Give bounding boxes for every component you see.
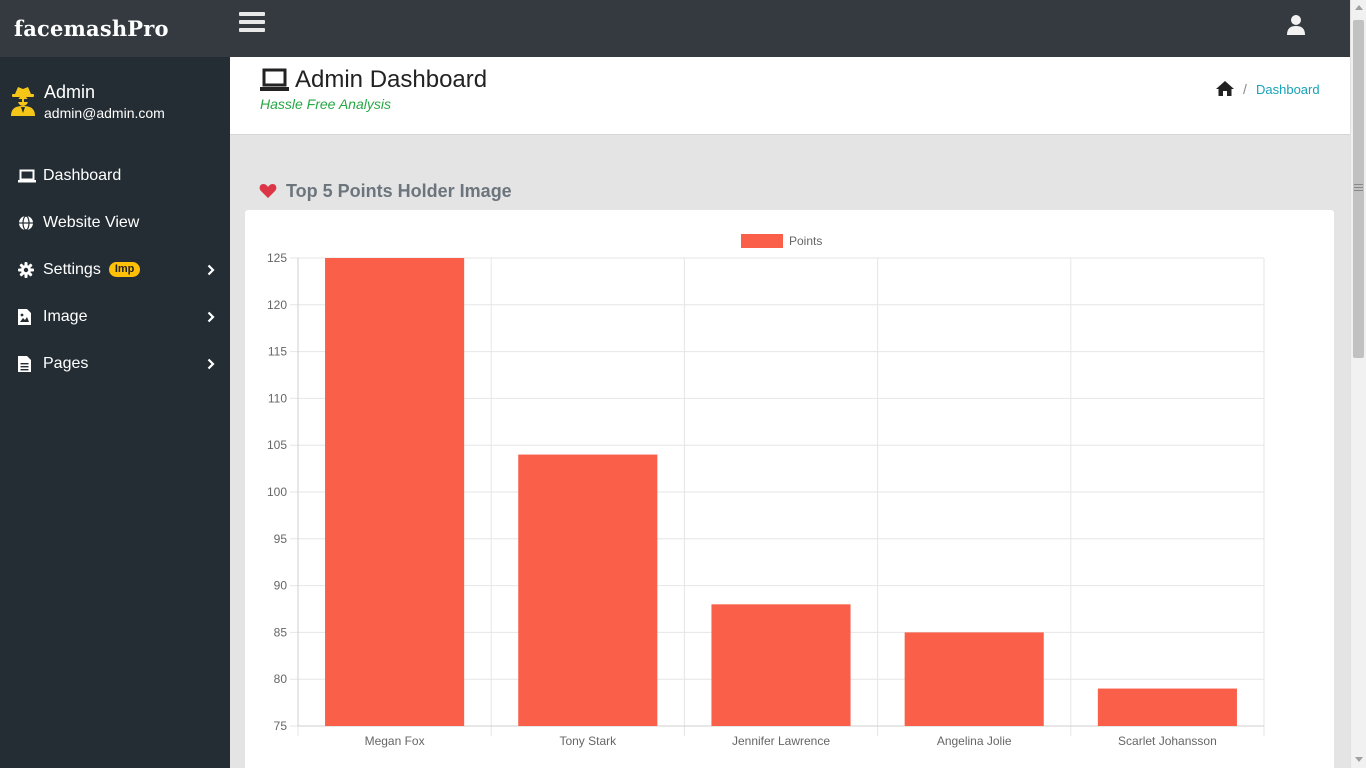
laptop-icon [260, 68, 289, 92]
x-tick-label: Megan Fox [365, 734, 425, 748]
page-title: Admin Dashboard [295, 66, 488, 93]
scroll-down-arrow[interactable] [1355, 757, 1363, 762]
scroll-up-arrow[interactable] [1355, 5, 1363, 10]
scrollbar[interactable] [1350, 0, 1366, 768]
scrollbar-thumb[interactable] [1353, 20, 1364, 358]
x-tick-label: Scarlet Johansson [1118, 734, 1217, 748]
brand-logo[interactable]: facemashPro [14, 16, 169, 41]
gear-icon [18, 261, 36, 278]
sidebar-item-settings[interactable]: Settings Imp [0, 246, 230, 293]
y-tick-label: 85 [274, 625, 288, 639]
laptop-icon [18, 168, 36, 184]
sidebar-item-website-view[interactable]: Website View [0, 199, 230, 246]
sidebar-user-name: Admin [44, 82, 96, 102]
bar-jennifer-lawrence [711, 604, 851, 726]
y-tick-label: 100 [267, 485, 287, 499]
sidebar-user-panel: Admin admin@admin.com [0, 57, 230, 137]
sidebar-user-email: admin@admin.com [44, 105, 165, 121]
bar-tony-stark [518, 454, 658, 726]
legend-label: Points [789, 234, 822, 248]
globe-icon [18, 214, 36, 231]
x-tick-label: Jennifer Lawrence [732, 734, 830, 748]
bar-chart: 75 80 85 90 95 100 105 110 115 120 125 Megan Fox Ton… [267, 234, 1265, 748]
chart-card: 75 80 85 90 95 100 105 110 115 120 125 Megan Fox Ton… [245, 210, 1334, 768]
page-subtitle: Hassle Free Analysis [260, 96, 391, 112]
y-tick-label: 95 [274, 532, 288, 546]
sidebar-item-label: Website View [43, 213, 140, 231]
sidebar-item-dashboard[interactable]: Dashboard [0, 152, 230, 199]
y-tick-label: 80 [274, 672, 288, 686]
chevron-right-icon [207, 263, 215, 276]
breadcrumb-dashboard-link[interactable]: Dashboard [1256, 82, 1320, 97]
hamburger-icon[interactable] [239, 12, 265, 36]
x-tick-label: Tony Stark [559, 734, 617, 748]
sidebar-item-image[interactable]: Image [0, 293, 230, 340]
y-tick-label: 75 [274, 719, 288, 733]
file-icon [18, 355, 36, 372]
chevron-right-icon [207, 357, 215, 370]
y-tick-label: 120 [267, 298, 287, 312]
user-secret-icon [9, 85, 37, 117]
content-header: Admin Dashboard Hassle Free Analysis / D… [230, 57, 1350, 135]
legend-swatch [741, 234, 783, 248]
sidebar-item-label: Image [43, 307, 88, 325]
sidebar: Admin admin@admin.com Dashboard Website … [0, 57, 230, 768]
sidebar-nav: Dashboard Website View Settings Imp Imag… [0, 152, 230, 387]
y-tick-label: 115 [268, 345, 287, 359]
x-tick-label: Angelina Jolie [937, 734, 1012, 748]
home-icon[interactable] [1215, 80, 1235, 97]
sidebar-item-pages[interactable]: Pages [0, 340, 230, 387]
section-title: Top 5 Points Holder Image [259, 180, 512, 202]
y-tick-label: 110 [268, 391, 287, 405]
y-tick-label: 90 [274, 579, 288, 593]
section-title-text: Top 5 Points Holder Image [286, 180, 512, 201]
file-image-icon [18, 308, 36, 325]
heart-icon [259, 184, 277, 198]
sidebar-item-label: Dashboard [43, 166, 122, 184]
top-navbar: facemashPro [0, 0, 1350, 57]
bar-megan-fox [325, 258, 465, 726]
scrollbar-grip [1354, 184, 1363, 193]
user-icon[interactable] [1284, 13, 1308, 37]
sidebar-item-label: Settings [43, 260, 101, 278]
chevron-right-icon [207, 310, 215, 323]
y-tick-label: 105 [267, 438, 287, 452]
bar-angelina-jolie [904, 632, 1044, 726]
settings-badge: Imp [108, 262, 141, 277]
bar-scarlet-johansson [1097, 688, 1237, 726]
breadcrumb-separator: / [1243, 81, 1247, 97]
y-tick-label: 125 [267, 251, 287, 265]
sidebar-item-label: Pages [43, 354, 89, 372]
